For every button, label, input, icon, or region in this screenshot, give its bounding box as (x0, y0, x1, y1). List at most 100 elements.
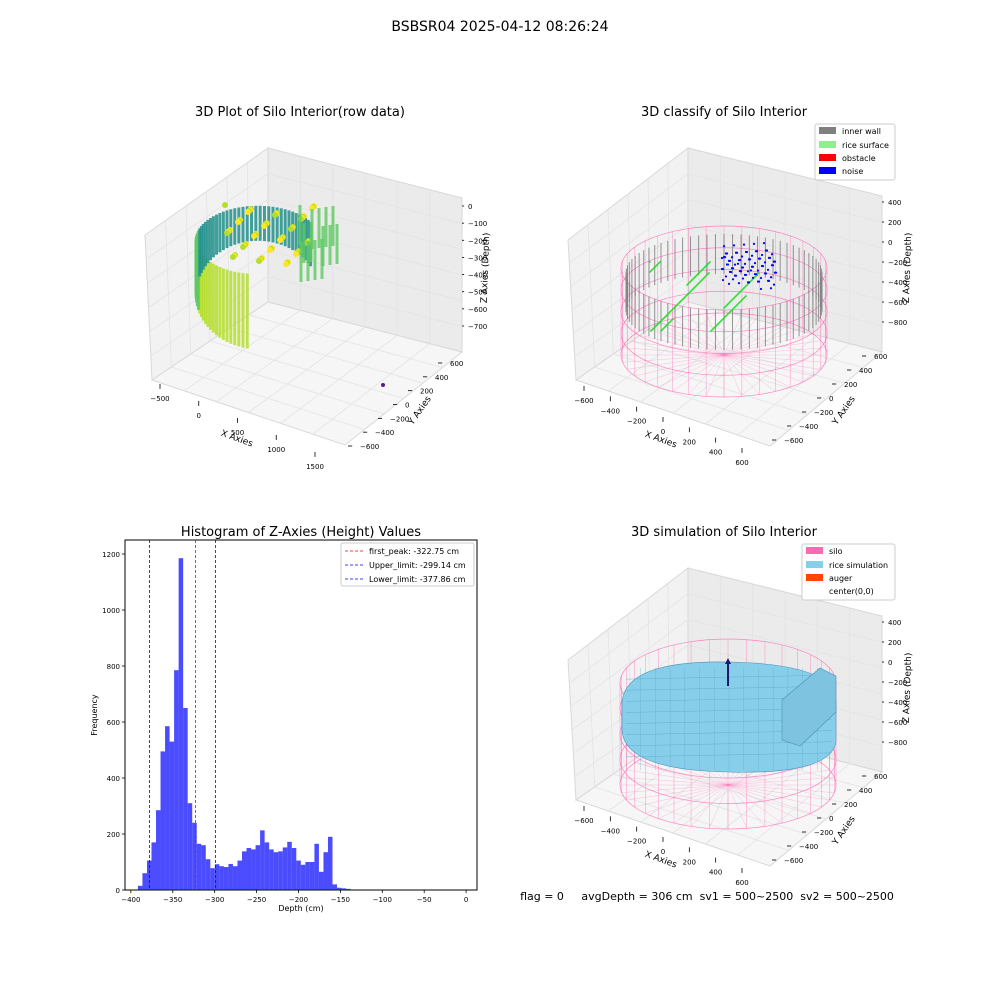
silo-floor-spoke (727, 784, 766, 827)
z-tick-label: −700 (468, 323, 487, 331)
noise-point (770, 264, 774, 267)
histogram-bar (196, 843, 202, 890)
histogram-bar (323, 852, 328, 890)
y-axis-label: Y Axies (406, 394, 434, 427)
status-footer: flag = 0 avgDepth = 306 cm sv1 = 500~250… (520, 890, 894, 903)
noise-point (730, 267, 734, 270)
legend-label: Upper_limit: -299.14 cm (369, 561, 466, 570)
simulation-3d-panel: 3D simulation of Silo Interior −600−400−… (567, 525, 914, 887)
noise-point (724, 252, 728, 255)
surface-point (288, 226, 294, 232)
z-tick-label: −200 (468, 237, 487, 245)
y-tick-label: 400 (859, 787, 872, 795)
surface-point (267, 247, 273, 253)
noise-point (756, 280, 760, 283)
auger-tip (725, 658, 731, 664)
histogram-bar (205, 859, 211, 890)
classify-3d-panel: 3D classify of Silo Interior −600 −400 −20… (567, 105, 914, 467)
gridline (737, 763, 850, 856)
surface-point (283, 261, 289, 267)
legend-swatch-auger (806, 574, 823, 581)
histogram-panel: Histogram of Z-Axies (Height) Values −40… (90, 525, 478, 913)
x-tick-label: −400 (121, 896, 140, 904)
noise-point (763, 272, 767, 275)
noise-point (773, 271, 777, 274)
x-tick-label: 0 (197, 412, 201, 420)
silo-floor-spoke (723, 354, 826, 363)
x-tick-label: −600 (574, 817, 593, 825)
noise-point (740, 266, 744, 269)
y-tick-label: 200 (107, 831, 120, 839)
y-tick-label: 200 (420, 388, 433, 396)
silo-floor-spoke (645, 327, 725, 356)
silo-floor-spoke (723, 333, 814, 356)
histogram-bar (341, 888, 347, 890)
noise-point (753, 273, 757, 276)
histogram-bar (183, 708, 188, 890)
classify-title: 3D classify of Silo Interior (641, 105, 808, 120)
legend-swatch-noise (819, 167, 836, 174)
x-tick-label: −300 (205, 896, 224, 904)
z-tick-label: −200 (888, 259, 907, 267)
histogram-bar (151, 842, 157, 890)
legend-label: silo (829, 547, 843, 556)
legend-label: inner wall (842, 127, 881, 136)
rice-surface-point (709, 261, 711, 263)
noise-point (753, 262, 757, 265)
noise-point (727, 259, 731, 262)
histogram-bar (282, 847, 288, 890)
noise-point (721, 278, 725, 282)
noise-point (733, 263, 737, 266)
z-tick-label: −600 (888, 719, 907, 727)
histogram-bar (187, 803, 193, 890)
surface-point (272, 212, 278, 218)
noise-point (724, 275, 728, 278)
silo-floor-spoke (622, 347, 725, 356)
y-tick-label: 0 (829, 395, 833, 403)
y-tick-label: −200 (814, 409, 833, 417)
rice-surface-point (745, 295, 747, 297)
histogram-bar (246, 848, 252, 890)
noise-point (722, 256, 726, 259)
z-tick-label: −400 (888, 279, 907, 287)
noise-point (722, 245, 726, 248)
noise-point (734, 251, 738, 254)
x-tick-label: −500 (150, 395, 169, 403)
z-tick-label: −200 (888, 679, 907, 687)
silo-floor-spoke (688, 354, 725, 395)
noise-point (763, 261, 767, 264)
noise-point (737, 259, 741, 262)
silo-floor-spoke (723, 327, 803, 356)
rice-surface-point (708, 272, 710, 274)
noise-point (728, 270, 732, 273)
histogram-bar (232, 866, 238, 890)
silo-floor-spoke (673, 784, 729, 824)
legend-label: obstacle (842, 154, 876, 163)
histogram-bar (174, 670, 179, 890)
rice-surface-point (659, 261, 661, 263)
y-tick-label: −400 (375, 429, 394, 437)
y-tick-label: 0 (116, 887, 120, 895)
z-tick-label: 400 (888, 199, 901, 207)
noise-point (732, 244, 736, 247)
silo-floor-spoke (723, 354, 760, 395)
silo-floor-spoke (705, 354, 725, 397)
noise-point (752, 242, 756, 245)
histogram-legend: first_peak: -322.75 cm Upper_limit: -299… (340, 542, 475, 587)
x-tick-label: 200 (683, 438, 696, 446)
silo-floor-spoke (723, 315, 760, 356)
noise-point (747, 258, 751, 261)
silo-floor-spoke (627, 340, 725, 356)
y-tick-label: 600 (874, 773, 887, 781)
x-tick-label: 400 (709, 449, 722, 457)
rice-ridge (781, 667, 837, 747)
y-axis-label: Frequency (90, 694, 99, 736)
y-tick-label: 1200 (102, 551, 120, 559)
y-tick-label: −400 (799, 843, 818, 851)
gridline (737, 343, 850, 436)
legend-swatch-obstacle (819, 154, 836, 161)
silo-floor-spoke (727, 784, 830, 801)
noise-point (767, 256, 771, 259)
noise-point (759, 276, 763, 280)
noise-point (731, 278, 735, 281)
